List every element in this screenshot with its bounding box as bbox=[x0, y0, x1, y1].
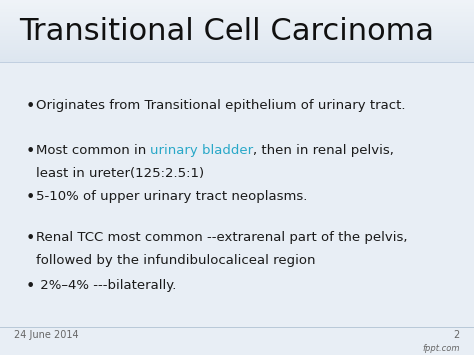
Bar bbox=[0, 43, 474, 45]
Text: urinary bladder: urinary bladder bbox=[150, 144, 253, 157]
Bar bbox=[0, 0, 474, 1]
Bar bbox=[0, 34, 474, 36]
Bar bbox=[0, 3, 474, 5]
Bar bbox=[0, 29, 474, 31]
Bar bbox=[0, 17, 474, 18]
Text: followed by the infundibulocaliceal region: followed by the infundibulocaliceal regi… bbox=[36, 254, 315, 267]
Bar bbox=[0, 51, 474, 53]
Bar bbox=[0, 23, 474, 25]
Bar bbox=[0, 18, 474, 20]
Bar bbox=[0, 40, 474, 42]
Bar bbox=[0, 14, 474, 16]
Text: Renal TCC most common --extrarenal part of the pelvis,: Renal TCC most common --extrarenal part … bbox=[36, 231, 407, 244]
Text: least in ureter(125:2.5:1): least in ureter(125:2.5:1) bbox=[36, 167, 204, 180]
Bar bbox=[0, 56, 474, 58]
Bar bbox=[0, 59, 474, 61]
Text: Most common in: Most common in bbox=[36, 144, 150, 157]
Text: •: • bbox=[26, 279, 36, 294]
Bar bbox=[0, 61, 474, 62]
Bar bbox=[0, 5, 474, 6]
Text: 24 June 2014: 24 June 2014 bbox=[14, 331, 79, 340]
Bar bbox=[0, 16, 474, 17]
Bar bbox=[0, 9, 474, 11]
Bar bbox=[0, 22, 474, 23]
Bar bbox=[0, 20, 474, 22]
FancyBboxPatch shape bbox=[0, 0, 474, 62]
Text: , then in renal pelvis,: , then in renal pelvis, bbox=[253, 144, 394, 157]
Bar bbox=[0, 47, 474, 48]
Text: •: • bbox=[26, 231, 36, 246]
Bar bbox=[0, 28, 474, 29]
Bar bbox=[0, 54, 474, 56]
Text: •: • bbox=[26, 144, 36, 159]
Bar bbox=[0, 6, 474, 8]
Bar bbox=[0, 1, 474, 3]
Bar bbox=[0, 33, 474, 34]
Bar bbox=[0, 53, 474, 54]
Bar bbox=[0, 58, 474, 59]
Text: fppt.com: fppt.com bbox=[422, 344, 460, 353]
Text: Transitional Cell Carcinoma: Transitional Cell Carcinoma bbox=[19, 17, 434, 45]
Bar bbox=[0, 42, 474, 43]
Bar bbox=[0, 36, 474, 37]
Bar bbox=[0, 39, 474, 40]
Bar bbox=[0, 8, 474, 9]
Bar bbox=[0, 11, 474, 12]
Bar bbox=[0, 26, 474, 28]
Bar bbox=[0, 12, 474, 14]
Bar bbox=[0, 37, 474, 39]
Bar bbox=[0, 25, 474, 26]
Text: 2%–4% ---bilaterally.: 2%–4% ---bilaterally. bbox=[36, 279, 176, 292]
Bar bbox=[0, 50, 474, 51]
Text: 5-10% of upper urinary tract neoplasms.: 5-10% of upper urinary tract neoplasms. bbox=[36, 190, 307, 203]
Bar bbox=[0, 45, 474, 47]
Text: 2: 2 bbox=[454, 331, 460, 340]
Text: •: • bbox=[26, 99, 36, 114]
Text: Originates from Transitional epithelium of urinary tract.: Originates from Transitional epithelium … bbox=[36, 99, 405, 113]
Bar bbox=[0, 48, 474, 50]
Bar bbox=[0, 31, 474, 33]
Text: •: • bbox=[26, 190, 36, 205]
